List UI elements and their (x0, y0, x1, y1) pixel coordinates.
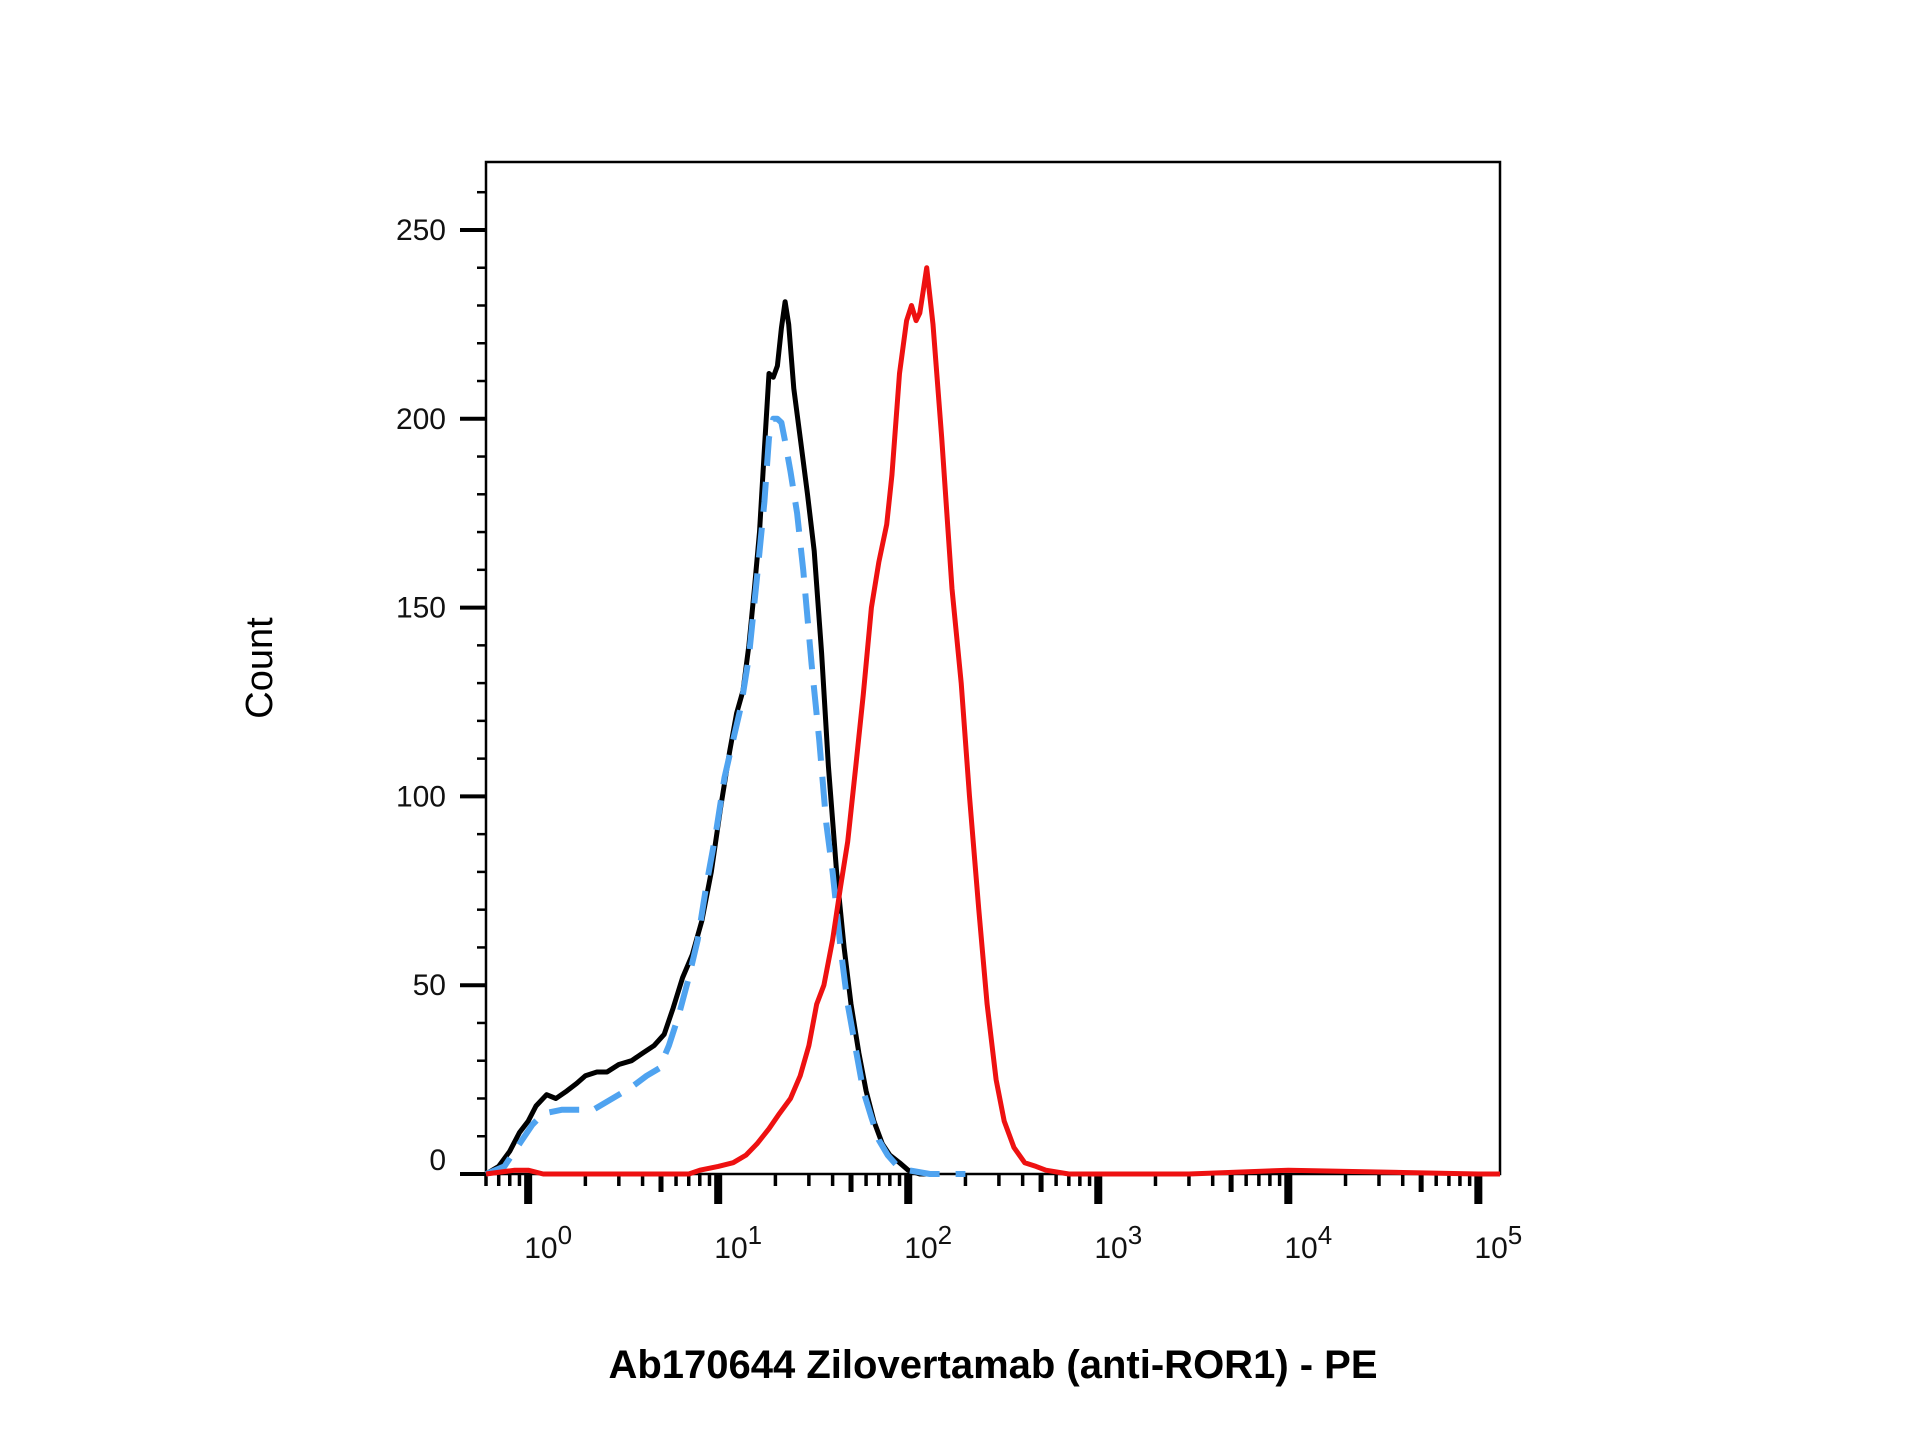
x-tick-label: 104 (1284, 1220, 1332, 1265)
y-axis: 0 50 100 150 200 250 (396, 190, 486, 1177)
series-line-1 (484, 299, 930, 1177)
x-tick-label: 105 (1474, 1220, 1522, 1265)
y-axis-title: Count (239, 617, 281, 719)
x-tick-label: 100 (524, 1220, 572, 1265)
x-tick-label: 101 (714, 1220, 762, 1265)
y-tick-label: 0 (429, 1144, 446, 1177)
y-tick-label: 100 (396, 780, 446, 813)
y-tick-label: 50 (413, 969, 446, 1002)
x-tick-label: 103 (1094, 1220, 1142, 1265)
x-tick-label: 102 (904, 1220, 952, 1265)
x-axis-title: Ab170644 Zilovertamab (anti-ROR1) - PE (608, 1343, 1377, 1387)
plot-frame (484, 160, 1502, 1176)
y-tick-label: 150 (396, 592, 446, 625)
y-tick-label: 250 (396, 214, 446, 247)
y-tick-label: 200 (396, 403, 446, 436)
x-axis: 100 101 102 103 104 105 (484, 1174, 1522, 1265)
series-layer (484, 265, 1500, 1177)
series-line-3 (485, 265, 1500, 1177)
series-line-2 (484, 415, 966, 1177)
